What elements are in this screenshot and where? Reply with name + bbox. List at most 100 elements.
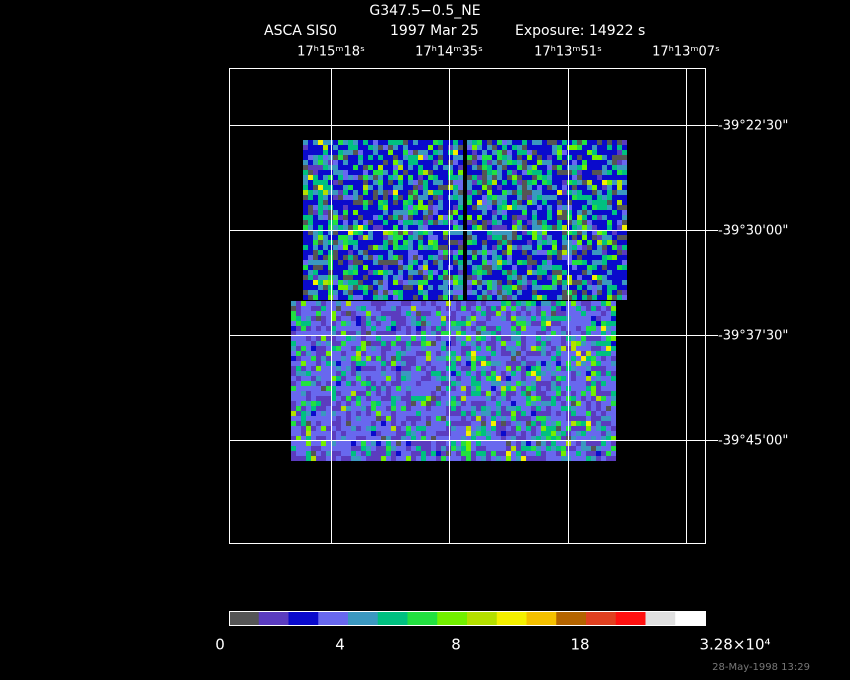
pixel (622, 165, 627, 170)
pixel (341, 381, 346, 386)
pixel (487, 260, 492, 265)
pixel (458, 180, 463, 185)
pixel (471, 396, 476, 401)
pixel (607, 230, 612, 235)
pixel (328, 185, 333, 190)
pixel (487, 235, 492, 240)
pixel (316, 311, 321, 316)
pixel (336, 426, 341, 431)
pixel (532, 235, 537, 240)
pixel (406, 451, 411, 456)
pixel (506, 441, 511, 446)
pixel (501, 411, 506, 416)
pixel (346, 416, 351, 421)
pixel (496, 306, 501, 311)
pixel (326, 386, 331, 391)
pixel (611, 336, 616, 341)
pixel (371, 401, 376, 406)
pixel (467, 290, 472, 295)
pixel (512, 165, 517, 170)
pixel (612, 260, 617, 265)
pixel (418, 235, 423, 240)
pixel (393, 270, 398, 275)
pixel (328, 215, 333, 220)
pixel (343, 240, 348, 245)
pixel (552, 140, 557, 145)
pixel (512, 260, 517, 265)
pixel (388, 175, 393, 180)
pixel (306, 456, 311, 461)
pixel (426, 411, 431, 416)
pixel (527, 240, 532, 245)
pixel (592, 140, 597, 145)
pixel (471, 451, 476, 456)
pixel (521, 301, 526, 306)
pixel (413, 270, 418, 275)
pixel (461, 381, 466, 386)
pixel (601, 316, 606, 321)
pixel (366, 351, 371, 356)
pixel (492, 150, 497, 155)
pixel (596, 421, 601, 426)
pixel (431, 351, 436, 356)
pixel (308, 170, 313, 175)
pixel (328, 165, 333, 170)
pixel (571, 426, 576, 431)
pixel (546, 391, 551, 396)
pixel (461, 386, 466, 391)
pixel (612, 225, 617, 230)
pixel (522, 150, 527, 155)
pixel (441, 426, 446, 431)
pixel (476, 356, 481, 361)
pixel (408, 285, 413, 290)
pixel (313, 200, 318, 205)
pixel (361, 426, 366, 431)
pixel (607, 170, 612, 175)
pixel (582, 195, 587, 200)
pixel (386, 396, 391, 401)
pixel (607, 270, 612, 275)
pixel (611, 396, 616, 401)
pixel (542, 265, 547, 270)
pixel (338, 195, 343, 200)
pixel (391, 406, 396, 411)
pixel (622, 290, 627, 295)
pixel (316, 446, 321, 451)
pixel (416, 381, 421, 386)
pixel (363, 215, 368, 220)
pixel (541, 336, 546, 341)
pixel (521, 326, 526, 331)
pixel (476, 446, 481, 451)
pixel (428, 150, 433, 155)
pixel (308, 280, 313, 285)
pixel (378, 290, 383, 295)
pixel (396, 411, 401, 416)
pixel (451, 356, 456, 361)
pixel (401, 446, 406, 451)
pixel (456, 451, 461, 456)
pixel (527, 175, 532, 180)
pixel (363, 180, 368, 185)
pixel (572, 200, 577, 205)
pixel (311, 346, 316, 351)
pixel (496, 451, 501, 456)
pixel (481, 396, 486, 401)
pixel (572, 155, 577, 160)
pixel (356, 306, 361, 311)
pixel (291, 416, 296, 421)
pixel (541, 406, 546, 411)
pixel (576, 351, 581, 356)
pixel (536, 311, 541, 316)
pixel (567, 275, 572, 280)
pixel (471, 416, 476, 421)
pixel (371, 386, 376, 391)
pixel (448, 285, 453, 290)
pixel (577, 290, 582, 295)
pixel (552, 150, 557, 155)
pixel (408, 155, 413, 160)
pixel (502, 290, 507, 295)
pixel (328, 205, 333, 210)
pixel (446, 371, 451, 376)
pixel (358, 240, 363, 245)
colorbar-cell (318, 611, 349, 625)
